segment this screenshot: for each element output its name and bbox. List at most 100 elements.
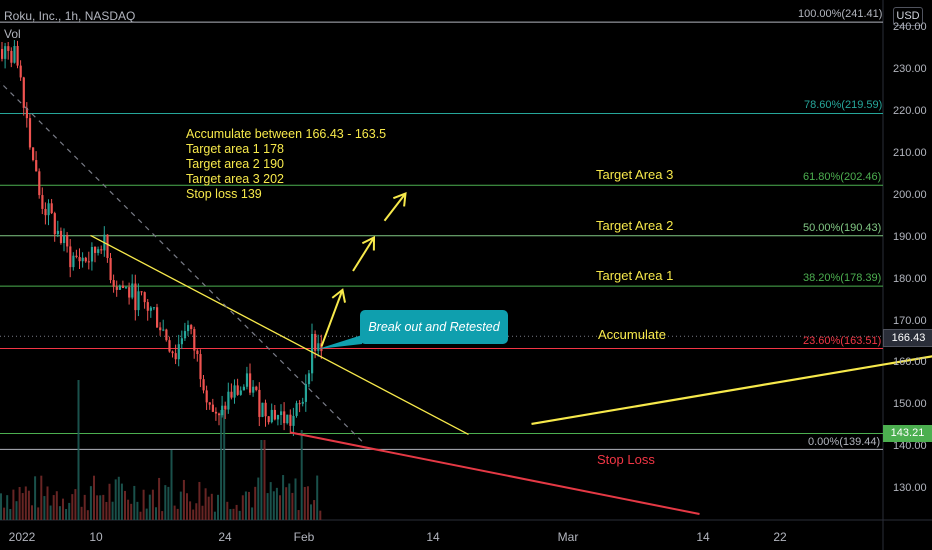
candle-body bbox=[242, 386, 245, 391]
volume-bar bbox=[294, 478, 297, 520]
volume-bar bbox=[111, 501, 114, 520]
candle-body bbox=[218, 413, 221, 416]
accumulate-label: Accumulate bbox=[598, 327, 666, 342]
last-price-badge: 166.43 bbox=[883, 329, 932, 347]
volume-bar bbox=[68, 502, 71, 520]
candle-body bbox=[252, 386, 255, 393]
candle-body bbox=[314, 333, 317, 351]
candle-body bbox=[152, 307, 156, 309]
candle-body bbox=[280, 411, 283, 416]
candle-body bbox=[56, 230, 59, 235]
volume-bar bbox=[238, 510, 241, 520]
volume-bar bbox=[155, 507, 157, 520]
candle-body bbox=[131, 283, 134, 298]
candle-body bbox=[177, 344, 180, 360]
candle-body bbox=[100, 249, 103, 251]
fib-label-236: 23.60%(163.51) bbox=[803, 335, 882, 347]
candle-body bbox=[289, 414, 292, 426]
candle-body bbox=[87, 261, 90, 263]
volume-bar bbox=[3, 507, 6, 520]
target-area-3-label: Target Area 3 bbox=[596, 167, 674, 182]
volume-bar bbox=[145, 508, 148, 520]
fib-label-100: 100.00%(241.41) bbox=[798, 8, 883, 20]
volume-bar bbox=[58, 506, 61, 520]
candle-body bbox=[140, 291, 143, 293]
volume-bar bbox=[80, 506, 83, 520]
volume-bar bbox=[83, 494, 86, 520]
candle-body bbox=[125, 287, 128, 289]
volume-bar bbox=[136, 501, 139, 520]
volume-bar bbox=[244, 491, 247, 520]
candle-body bbox=[72, 255, 75, 268]
volume-bar bbox=[105, 501, 108, 520]
candle-body bbox=[236, 385, 239, 395]
callout-bubble: Break out and Retested bbox=[360, 310, 508, 344]
volume-bar bbox=[27, 490, 30, 520]
y-tick: 180.00 bbox=[893, 273, 927, 285]
volume-bar bbox=[142, 489, 145, 520]
volume-bar bbox=[263, 440, 266, 520]
volume-bar bbox=[86, 510, 89, 520]
candle-body bbox=[1, 48, 4, 59]
candle-body bbox=[214, 411, 218, 414]
candle-body bbox=[106, 234, 109, 259]
candle-body bbox=[221, 405, 224, 416]
candle-body bbox=[81, 257, 84, 262]
candle-body bbox=[286, 414, 289, 424]
candle-body bbox=[115, 286, 118, 290]
candle-body bbox=[75, 255, 78, 258]
candle-body bbox=[292, 415, 295, 426]
volume-bar bbox=[12, 489, 15, 520]
x-tick: 24 bbox=[218, 530, 232, 544]
volume-bar bbox=[164, 485, 167, 520]
candle-body bbox=[44, 208, 47, 216]
x-tick: 14 bbox=[696, 530, 710, 544]
volume-bar bbox=[65, 508, 68, 520]
volume-bar bbox=[31, 505, 33, 520]
volume-bar bbox=[257, 477, 260, 520]
volume-bar bbox=[229, 509, 232, 520]
volume-bar bbox=[303, 486, 306, 520]
volume-label: Vol bbox=[4, 27, 21, 41]
volume-bar bbox=[102, 494, 105, 520]
volume-bar bbox=[288, 483, 291, 520]
candle-body bbox=[32, 147, 35, 161]
volume-bar bbox=[62, 498, 64, 520]
candle-body bbox=[298, 403, 301, 405]
volume-bar bbox=[127, 499, 130, 520]
volume-bar bbox=[285, 487, 288, 520]
volume-bar bbox=[198, 481, 201, 520]
candle-body bbox=[255, 386, 258, 390]
volume-bar bbox=[148, 494, 151, 520]
volume-bar bbox=[120, 483, 123, 520]
volume-bar bbox=[316, 475, 319, 520]
stop-loss-label: Stop Loss bbox=[597, 452, 655, 467]
target-area-1-label: Target Area 1 bbox=[596, 268, 674, 283]
volume-bar bbox=[18, 487, 21, 520]
volume-bar bbox=[220, 410, 223, 520]
candle-body bbox=[276, 415, 280, 420]
volume-bar bbox=[96, 495, 99, 520]
fib-label-0: 0.00%(139.44) bbox=[808, 436, 881, 448]
candle-body bbox=[258, 389, 261, 417]
volume-bar bbox=[6, 495, 9, 520]
candle-body bbox=[196, 350, 199, 355]
volume-bar bbox=[254, 486, 257, 520]
candle-body bbox=[118, 285, 121, 290]
candle-body bbox=[149, 307, 152, 311]
volume-bar bbox=[0, 493, 2, 520]
candle-body bbox=[156, 307, 159, 328]
candle-body bbox=[90, 246, 94, 262]
currency-button[interactable]: USD bbox=[893, 7, 923, 26]
volume-bar bbox=[207, 496, 210, 520]
candle-body bbox=[7, 46, 10, 51]
candle-body bbox=[174, 353, 177, 360]
volume-bar bbox=[189, 501, 192, 520]
volume-bar bbox=[291, 492, 294, 520]
candle-body bbox=[180, 338, 183, 345]
candle-body bbox=[137, 291, 140, 311]
volume-bar bbox=[176, 508, 179, 520]
candle-body bbox=[69, 246, 72, 268]
volume-bar bbox=[279, 495, 281, 520]
